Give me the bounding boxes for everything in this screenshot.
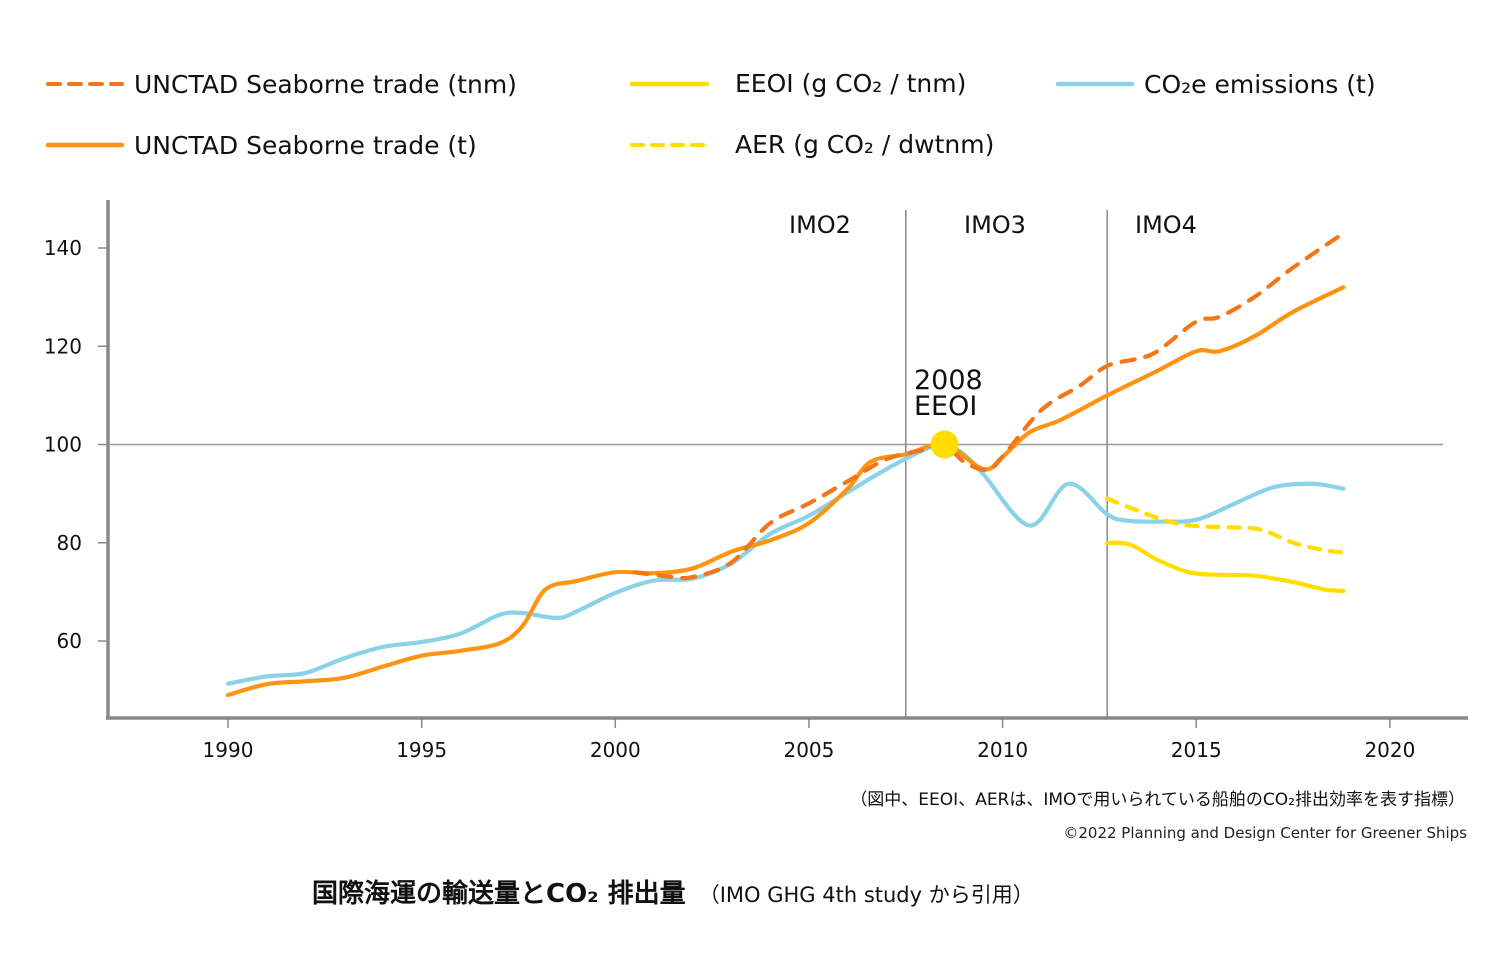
legend-item-eeoi: EEOI (g CO₂ / tnm) xyxy=(629,69,966,98)
series-seaborne-trade-t xyxy=(225,285,1346,698)
legend-item-seaborne-t: UNCTAD Seaborne trade (t) xyxy=(45,131,477,160)
series-seaborne-trade-tnm xyxy=(632,231,1346,581)
x-tick-label: 2015 xyxy=(1171,738,1222,762)
caption: 国際海運の輸送量とCO₂ 排出量 （IMO GHG 4th study から引用… xyxy=(312,878,1034,909)
series-aer xyxy=(1105,496,1346,555)
legend-label-co2e: CO₂e emissions (t) xyxy=(1144,70,1376,99)
footnote: （図中、EEOI、AERは、IMOで用いられている船舶のCO₂排出効率を表す指標… xyxy=(850,790,1465,810)
series-co2e-emissions xyxy=(225,442,1346,686)
x-tick-label: 1995 xyxy=(396,738,447,762)
series-group xyxy=(225,231,1346,698)
legend-label-seaborne-t: UNCTAD Seaborne trade (t) xyxy=(134,131,477,160)
eeoi-2008-marker xyxy=(930,430,959,459)
x-tick-label: 2010 xyxy=(977,738,1028,762)
x-ticks: 1990 1995 2000 2005 2010 2015 2020 xyxy=(203,718,1415,762)
period-label-imo3: IMO3 xyxy=(964,211,1026,239)
legend-label-eeoi: EEOI (g CO₂ / tnm) xyxy=(735,69,966,98)
x-tick-label: 2020 xyxy=(1364,738,1415,762)
y-tick-label: 80 xyxy=(57,531,82,555)
y-tick-label: 60 xyxy=(57,629,82,653)
x-tick-label: 2005 xyxy=(783,738,834,762)
series-eeoi xyxy=(1105,540,1346,593)
annotation-year: 2008 xyxy=(914,365,983,396)
y-tick-label: 120 xyxy=(44,334,82,358)
y-tick-label: 100 xyxy=(44,433,82,457)
x-tick-label: 1990 xyxy=(203,738,254,762)
x-tick-label: 2000 xyxy=(590,738,641,762)
period-dividers xyxy=(905,210,1108,718)
axes xyxy=(106,200,1468,720)
caption-main: 国際海運の輸送量とCO₂ 排出量 xyxy=(312,878,686,909)
legend-item-aer: AER (g CO₂ / dwtnm) xyxy=(630,130,994,159)
y-tick-label: 140 xyxy=(44,236,82,260)
legend-item-co2e: CO₂e emissions (t) xyxy=(1055,70,1376,99)
caption-sub: （IMO GHG 4th study から引用） xyxy=(699,883,1034,907)
annotation-eeoi: EEOI xyxy=(914,391,977,422)
legend-label-aer: AER (g CO₂ / dwtnm) xyxy=(735,130,994,159)
y-ticks: 60 80 100 120 140 xyxy=(44,236,108,653)
legend-label-seaborne-tnm: UNCTAD Seaborne trade (tnm) xyxy=(134,70,517,99)
copyright: ©2022 Planning and Design Center for Gre… xyxy=(1063,824,1467,842)
legend-item-seaborne-tnm: UNCTAD Seaborne trade (tnm) xyxy=(46,70,517,99)
legend: UNCTAD Seaborne trade (tnm) UNCTAD Seabo… xyxy=(45,69,1376,160)
period-label-imo2: IMO2 xyxy=(789,211,851,239)
period-label-imo4: IMO4 xyxy=(1135,211,1197,239)
